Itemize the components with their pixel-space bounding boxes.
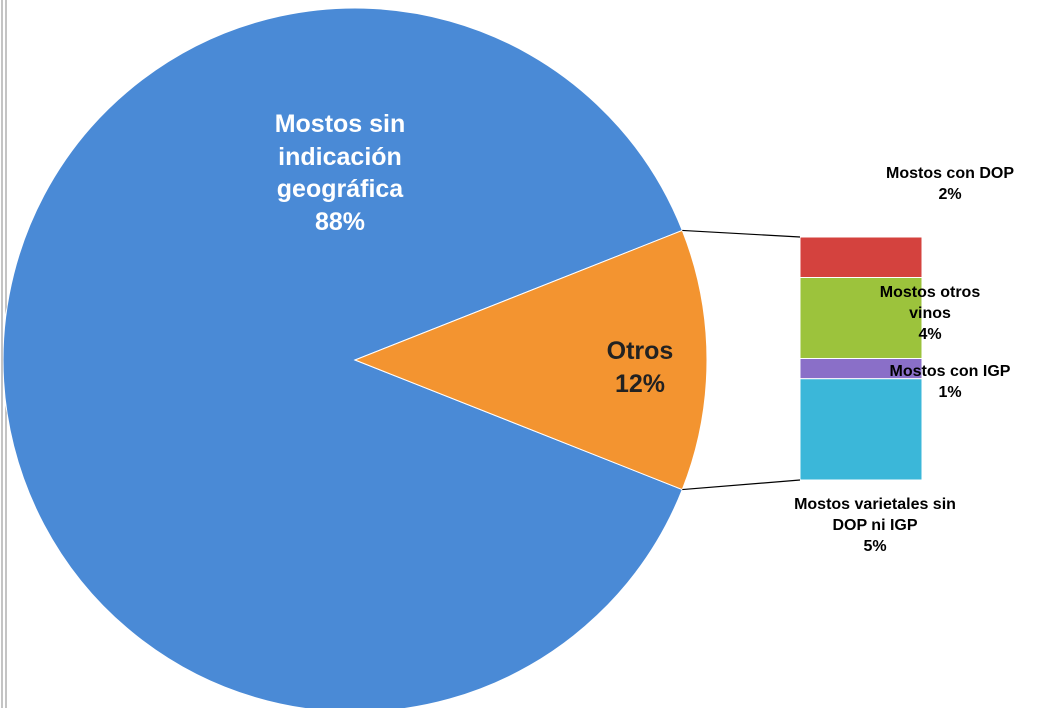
bar-segment: [799, 277, 923, 359]
bar-segment: [799, 236, 923, 278]
label-text: Mostos varietales sin DOP ni IGP: [794, 496, 956, 534]
label-text: 2%: [938, 185, 962, 203]
data-label: Otros 12%: [565, 335, 715, 400]
label-text: 88%: [314, 207, 366, 236]
data-label: Mostos con IGP 1%: [850, 362, 1040, 404]
data-label: Mostos con DOP 2%: [850, 164, 1040, 206]
label-text: Mostos otros vinos: [879, 284, 981, 322]
label-text: Mostos con DOP: [885, 165, 1014, 182]
connector-line: [682, 479, 801, 491]
label-text: 4%: [918, 325, 942, 343]
pie-slice: [2, 7, 683, 708]
label-text: Mostos sin indicación geográfica: [274, 110, 406, 203]
label-text: 12%: [614, 369, 666, 398]
data-label: Mostos otros vinos 4%: [860, 283, 1000, 345]
data-label: Mostos sin indicación geográfica 88%: [255, 108, 425, 238]
label-text: Otros: [606, 337, 674, 365]
label-text: 1%: [938, 383, 962, 401]
connector-line: [682, 229, 801, 238]
label-text: 5%: [863, 537, 887, 555]
bar-segment: [799, 378, 923, 481]
pie-slice: [353, 229, 708, 491]
data-label: Mostos varietales sin DOP ni IGP 5%: [775, 495, 975, 557]
label-text: Mostos con IGP: [889, 363, 1011, 380]
